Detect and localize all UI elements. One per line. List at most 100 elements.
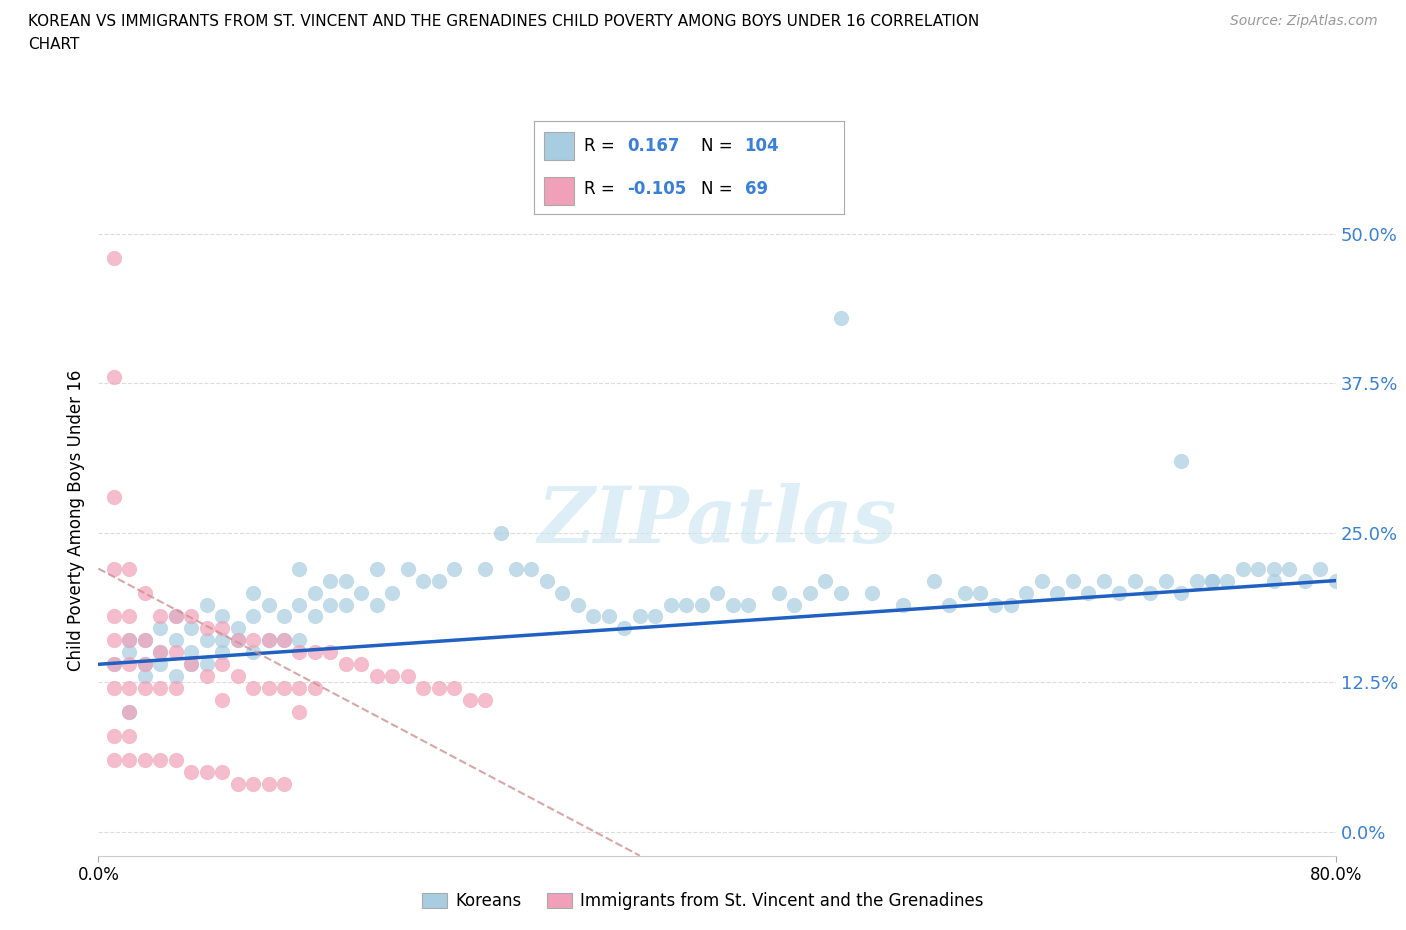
Point <box>366 597 388 612</box>
Point <box>690 597 713 612</box>
Text: 0.167: 0.167 <box>627 137 679 155</box>
Point <box>706 585 728 600</box>
Point <box>118 609 141 624</box>
Point <box>288 705 311 720</box>
Point <box>830 585 852 600</box>
Point <box>118 633 141 648</box>
Point <box>103 657 125 671</box>
Point <box>134 633 156 648</box>
Point <box>1201 573 1223 588</box>
Point <box>242 633 264 648</box>
Point <box>226 633 249 648</box>
Point <box>149 644 172 659</box>
Point <box>165 681 187 696</box>
Point <box>180 644 202 659</box>
Point <box>180 621 202 636</box>
Point <box>273 633 295 648</box>
Point <box>1139 585 1161 600</box>
Point <box>304 644 326 659</box>
Point <box>134 669 156 684</box>
Point <box>366 669 388 684</box>
Point <box>427 573 450 588</box>
Point <box>180 657 202 671</box>
Point <box>257 633 280 648</box>
Point <box>335 657 357 671</box>
Text: KOREAN VS IMMIGRANTS FROM ST. VINCENT AND THE GRENADINES CHILD POVERTY AMONG BOY: KOREAN VS IMMIGRANTS FROM ST. VINCENT AN… <box>28 14 980 29</box>
Point <box>412 681 434 696</box>
Point <box>319 644 342 659</box>
Bar <box>544 132 575 160</box>
Point <box>582 609 605 624</box>
Point <box>242 777 264 791</box>
Point <box>149 752 172 767</box>
Point <box>768 585 790 600</box>
Point <box>536 573 558 588</box>
Point <box>134 633 156 648</box>
Point <box>134 585 156 600</box>
Point <box>1108 585 1130 600</box>
Point <box>567 597 589 612</box>
Point <box>195 657 218 671</box>
Point <box>118 657 141 671</box>
Point <box>165 609 187 624</box>
Point <box>1170 585 1192 600</box>
Point <box>242 585 264 600</box>
Point <box>489 525 512 540</box>
Point <box>1247 561 1270 576</box>
Point <box>675 597 697 612</box>
Point <box>211 693 233 708</box>
Point <box>737 597 759 612</box>
Point <box>118 705 141 720</box>
Point <box>969 585 991 600</box>
Point <box>721 597 744 612</box>
Point <box>165 609 187 624</box>
Point <box>149 644 172 659</box>
Point <box>103 633 125 648</box>
Text: CHART: CHART <box>28 37 80 52</box>
Point <box>860 585 883 600</box>
Point <box>474 561 496 576</box>
Point <box>598 609 620 624</box>
Point <box>628 609 651 624</box>
Point <box>257 777 280 791</box>
Point <box>288 561 311 576</box>
Point <box>938 597 960 612</box>
Point <box>242 609 264 624</box>
Point <box>443 681 465 696</box>
Point <box>644 609 666 624</box>
Point <box>1232 561 1254 576</box>
Text: -0.105: -0.105 <box>627 179 686 198</box>
Point <box>288 681 311 696</box>
Point <box>1324 573 1347 588</box>
Point <box>134 681 156 696</box>
Point <box>149 609 172 624</box>
Point <box>1294 573 1316 588</box>
Point <box>273 681 295 696</box>
Point <box>288 633 311 648</box>
Point <box>381 585 404 600</box>
Point <box>211 633 233 648</box>
Point <box>226 777 249 791</box>
Point <box>211 609 233 624</box>
Point <box>505 561 527 576</box>
Point <box>1015 585 1038 600</box>
Point <box>953 585 976 600</box>
Point <box>319 573 342 588</box>
Point <box>103 609 125 624</box>
Point <box>165 752 187 767</box>
Point <box>149 681 172 696</box>
Text: R =: R = <box>583 137 614 155</box>
Point <box>1031 573 1053 588</box>
Point <box>474 693 496 708</box>
Point <box>103 250 125 265</box>
Y-axis label: Child Poverty Among Boys Under 16: Child Poverty Among Boys Under 16 <box>66 370 84 671</box>
Text: ZIPatlas: ZIPatlas <box>537 483 897 559</box>
Point <box>350 657 373 671</box>
Point <box>366 561 388 576</box>
Point <box>1092 573 1115 588</box>
Point <box>1170 454 1192 469</box>
Point <box>118 644 141 659</box>
Point <box>1309 561 1331 576</box>
Text: 104: 104 <box>745 137 779 155</box>
Point <box>165 644 187 659</box>
